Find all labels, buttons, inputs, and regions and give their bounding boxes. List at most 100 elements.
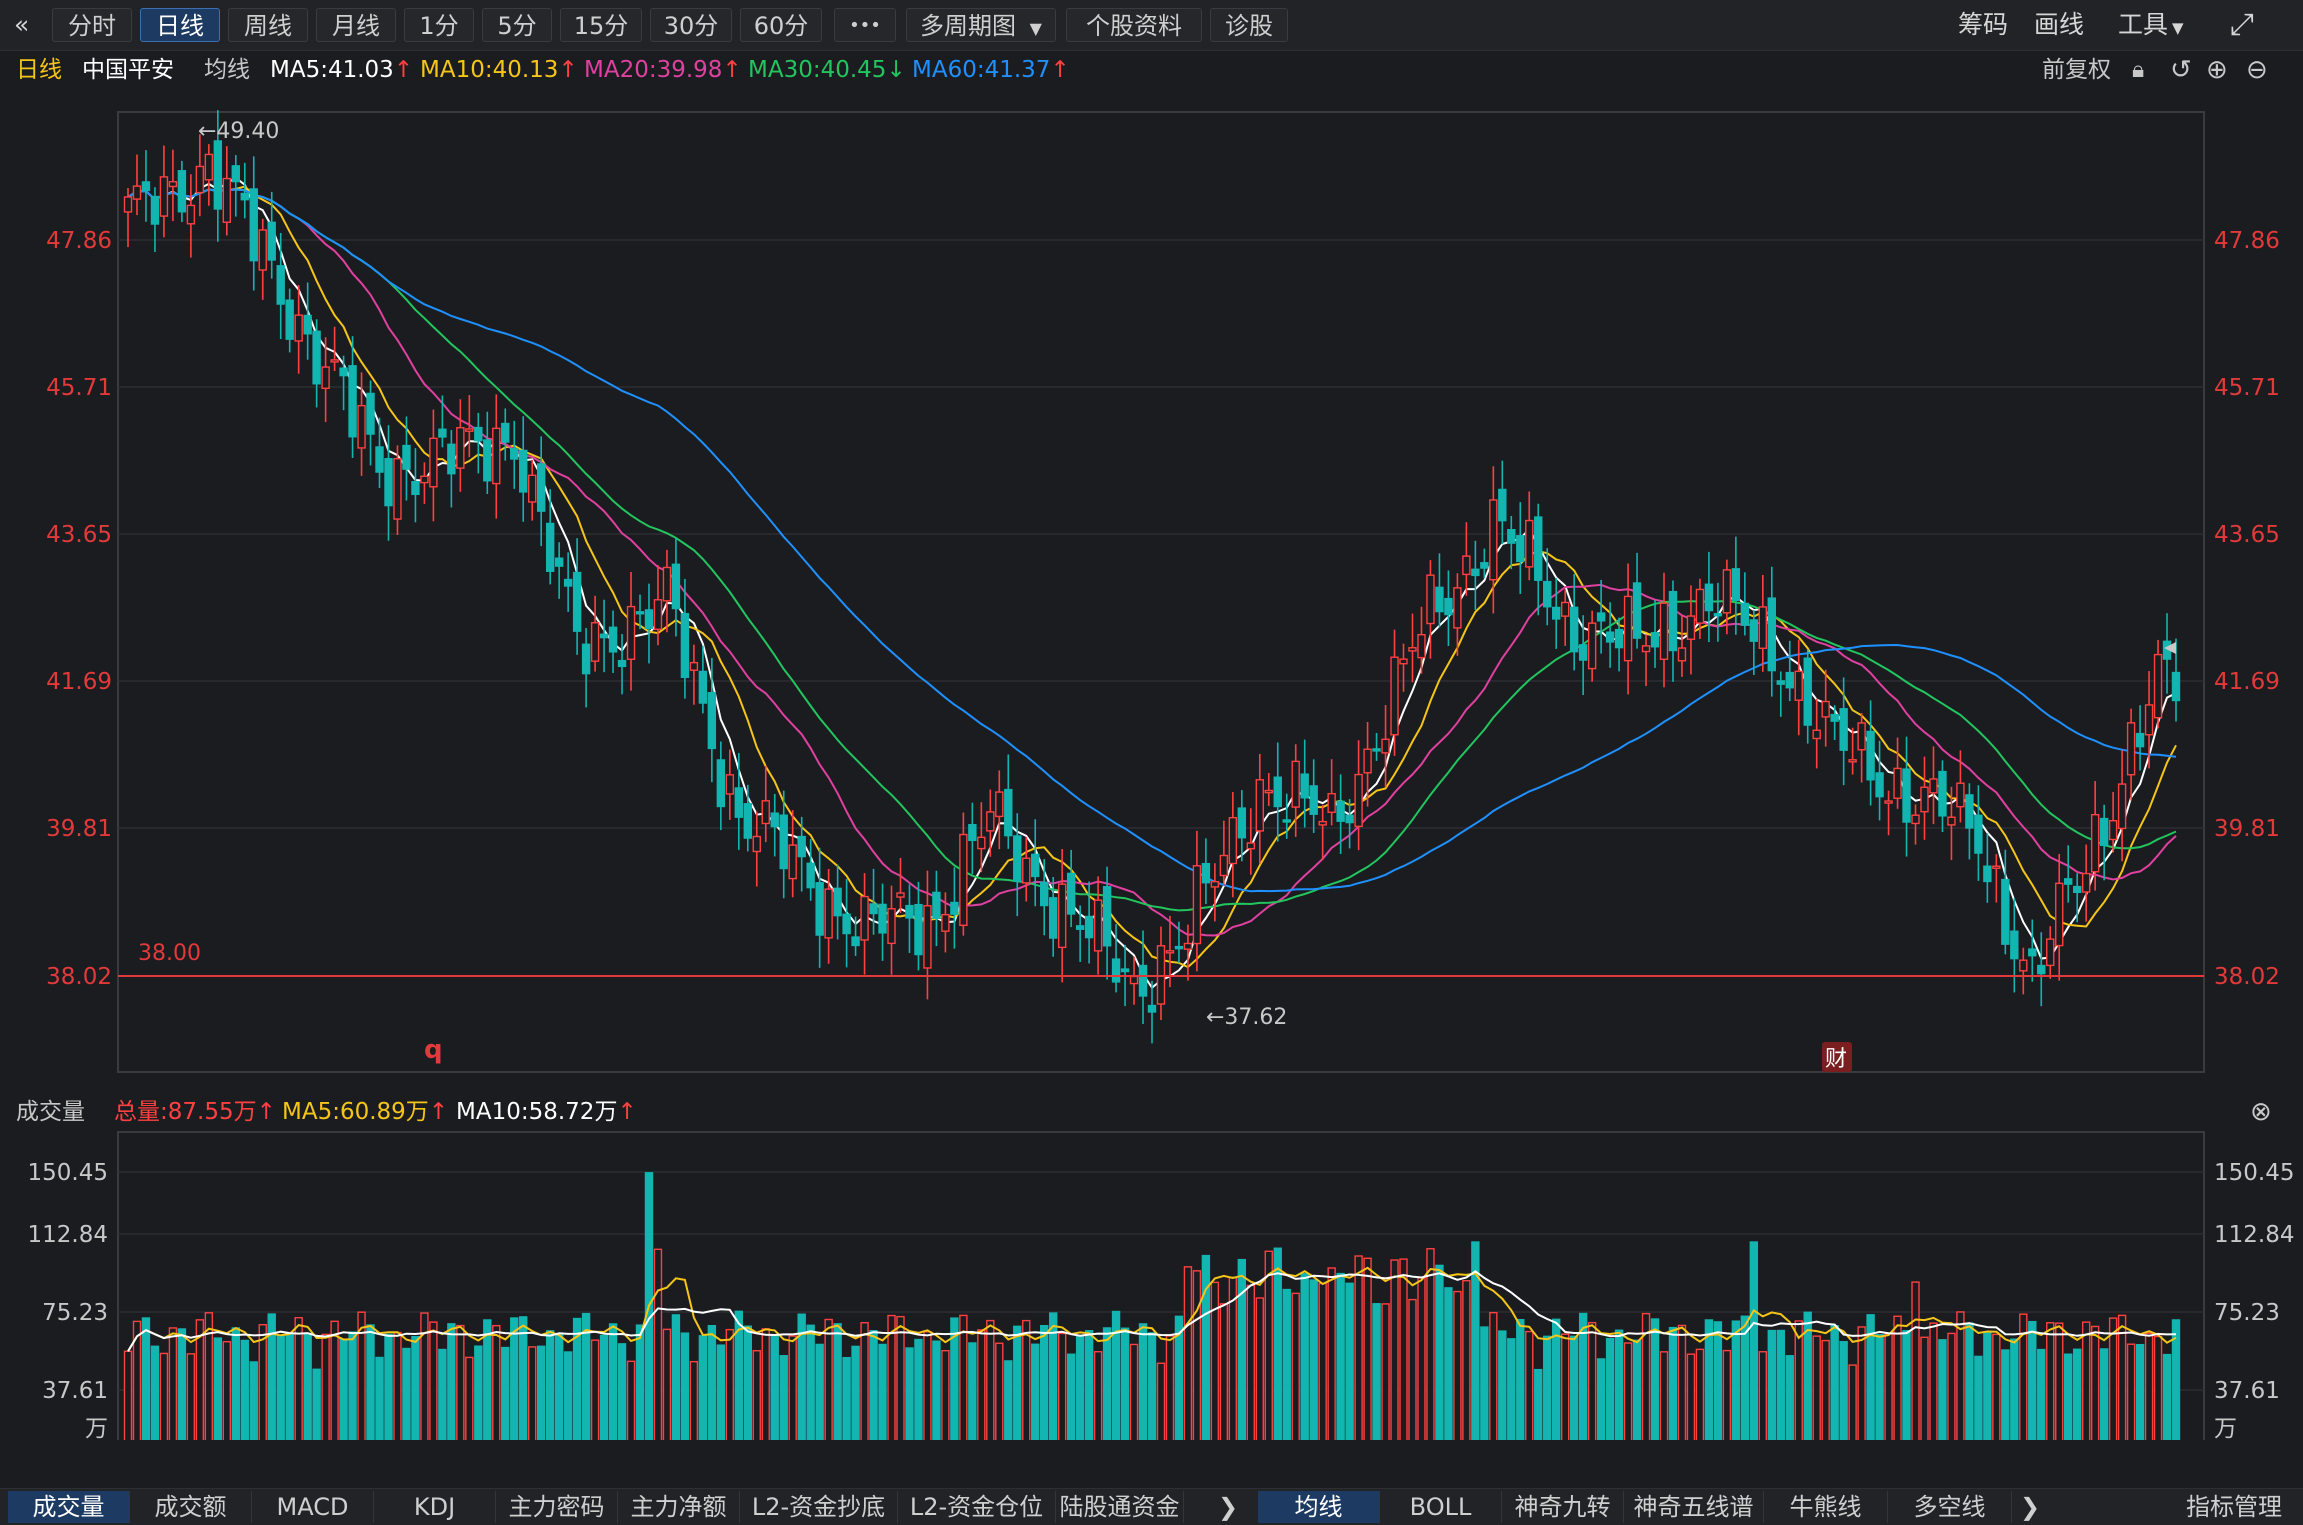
volume-bar xyxy=(743,1325,752,1440)
candle-body xyxy=(536,463,546,512)
volume-tick-label: 万 xyxy=(85,1416,108,1440)
period-tab-15min[interactable]: 15分 xyxy=(560,8,642,42)
ma-label[interactable]: 均线 xyxy=(204,57,250,83)
candle-body xyxy=(644,609,654,629)
indicator-tab-6[interactable]: L2-资金抄底 xyxy=(740,1491,898,1523)
candle-body xyxy=(1165,950,1175,954)
tools-button[interactable]: 工具 ▼ xyxy=(2118,8,2184,42)
volume-bar xyxy=(438,1348,447,1440)
volume-bar xyxy=(1974,1355,1983,1440)
volume-bar xyxy=(617,1343,627,1440)
indicator-tab-1[interactable]: 成交额 xyxy=(130,1491,252,1523)
undo-icon[interactable]: ↺ xyxy=(2170,55,2192,85)
draw-button[interactable]: 画线 xyxy=(2034,10,2085,39)
indicator-tab-3[interactable]: KDJ xyxy=(374,1491,496,1523)
volume-bar xyxy=(1830,1325,1839,1440)
indicator-tab-0[interactable]: 成交量 xyxy=(8,1491,130,1523)
indicator-tab-8[interactable]: 陆股通资金 xyxy=(1056,1491,1184,1523)
volume-bar xyxy=(1480,1326,1489,1440)
candle-body xyxy=(1731,568,1741,601)
candle-body xyxy=(1830,713,1839,722)
zoom-in-icon[interactable]: ⊕ xyxy=(2206,55,2228,85)
indicator-tab-7[interactable]: L2-资金仓位 xyxy=(898,1491,1056,1523)
indicator-manage-button[interactable]: 指标管理 xyxy=(2186,1493,2282,1521)
arrow-up-icon: ↑ xyxy=(722,57,742,83)
candle-body xyxy=(303,314,312,335)
zoom-out-icon[interactable]: ⊖ xyxy=(2246,55,2268,85)
event-marker-finance-bg[interactable] xyxy=(1822,1042,1852,1072)
overlay-tab-4[interactable]: 牛熊线 xyxy=(1764,1491,1888,1523)
period-tab-intraday[interactable]: 分时 xyxy=(52,8,132,42)
period-tab-monthly[interactable]: 月线 xyxy=(316,8,396,42)
overlay-tab-0[interactable]: 均线 xyxy=(1258,1491,1380,1523)
volume-bar xyxy=(950,1317,959,1440)
volume-bar xyxy=(492,1324,501,1440)
arrow-up-icon: ↑ xyxy=(617,1099,637,1125)
candle-body xyxy=(429,437,438,488)
candle-body xyxy=(1246,842,1256,850)
period-tab-30min[interactable]: 30分 xyxy=(650,8,732,42)
period-tab-weekly[interactable]: 周线 xyxy=(228,8,308,42)
candle-body xyxy=(501,422,510,443)
volume-bar xyxy=(1740,1315,1750,1440)
candle-body xyxy=(1300,773,1309,799)
candle-body xyxy=(1138,964,1148,997)
candle-body xyxy=(1722,569,1732,614)
volume-bar xyxy=(1929,1322,1938,1440)
period-tab-5min[interactable]: 5分 xyxy=(482,8,552,42)
candle-body xyxy=(411,481,420,496)
candle-body xyxy=(258,229,267,271)
candle-body xyxy=(519,449,528,493)
price-chart[interactable]: 47.86 47.86 45.71 45.71 43.65 43.65 41.69 41.69… xyxy=(0,0,2303,1440)
volume-bar xyxy=(357,1311,366,1440)
tabs-right-arrow-icon-2[interactable]: ❯ xyxy=(2019,1493,2041,1521)
ma5-value: MA5:41.03↑ xyxy=(270,52,413,88)
candle-body xyxy=(2108,820,2118,841)
volume-bar xyxy=(2001,1349,2010,1440)
candle-body xyxy=(1040,881,1049,907)
candle-body xyxy=(932,891,941,919)
more-button[interactable]: ••• xyxy=(834,8,896,42)
candle-body xyxy=(1866,730,1875,781)
indicator-tab-4[interactable]: 主力密码 xyxy=(496,1491,618,1523)
indicator-tab-2[interactable]: MACD xyxy=(252,1491,374,1523)
volume-bar xyxy=(842,1356,851,1440)
overlay-tab-2[interactable]: 神奇九转 xyxy=(1502,1491,1624,1523)
multi-period-dropdown[interactable]: 多周期图 ▼ xyxy=(906,8,1056,42)
overlay-tab-5[interactable]: 多空线 xyxy=(1888,1491,2012,1523)
candle-body xyxy=(1498,488,1507,522)
price-tick-label-right: 39.81 xyxy=(2214,816,2280,842)
period-tab-1min[interactable]: 1分 xyxy=(404,8,474,42)
close-volume-icon[interactable]: ⊗ xyxy=(2250,1097,2272,1127)
tabs-right-arrow-icon[interactable]: ❯ xyxy=(1217,1493,1239,1521)
chips-button[interactable]: 筹码 xyxy=(1958,10,2009,39)
fullscreen-icon[interactable]: ⤢ xyxy=(2230,7,2254,42)
volume-title[interactable]: 成交量 xyxy=(16,1099,85,1125)
volume-bar xyxy=(465,1356,474,1440)
candle-body xyxy=(1354,773,1363,828)
candle-body xyxy=(1893,767,1902,799)
multi-period-label: 多周期图 xyxy=(920,12,1017,40)
candle-body xyxy=(1318,820,1327,826)
period-tab-daily[interactable]: 日线 xyxy=(140,8,220,42)
adjust-label[interactable]: 前复权 xyxy=(2042,57,2111,83)
volume-bar xyxy=(168,1327,178,1440)
lock-icon[interactable]: 🔒︎ xyxy=(2132,57,2145,83)
indicator-tab-5[interactable]: 主力净额 xyxy=(618,1491,740,1523)
overlay-tab-3[interactable]: 神奇五线谱 xyxy=(1624,1491,1764,1523)
volume-bar xyxy=(995,1342,1004,1440)
volume-bar xyxy=(626,1360,636,1440)
overlay-tab-1[interactable]: BOLL xyxy=(1380,1491,1502,1523)
event-marker-finance[interactable]: 财 xyxy=(1825,1047,1847,1072)
volume-bar xyxy=(1255,1297,1264,1440)
candle-body xyxy=(123,196,133,213)
volume-bar xyxy=(267,1313,276,1440)
collapse-icon[interactable]: « xyxy=(14,10,30,39)
diagnose-button[interactable]: 诊股 xyxy=(1210,8,1288,42)
indicator-tabs: ❯ ❯ 指标管理 成交量 成交额 MACD KDJ 主力密码 主力净额 L2-资金抄底 L2-… xyxy=(0,1488,2303,1525)
candle-body xyxy=(1453,587,1462,629)
stock-info-button[interactable]: 个股资料 xyxy=(1066,8,1202,42)
volume-bar xyxy=(456,1324,465,1440)
event-marker-q[interactable]: q xyxy=(424,1035,443,1065)
period-tab-60min[interactable]: 60分 xyxy=(740,8,822,42)
